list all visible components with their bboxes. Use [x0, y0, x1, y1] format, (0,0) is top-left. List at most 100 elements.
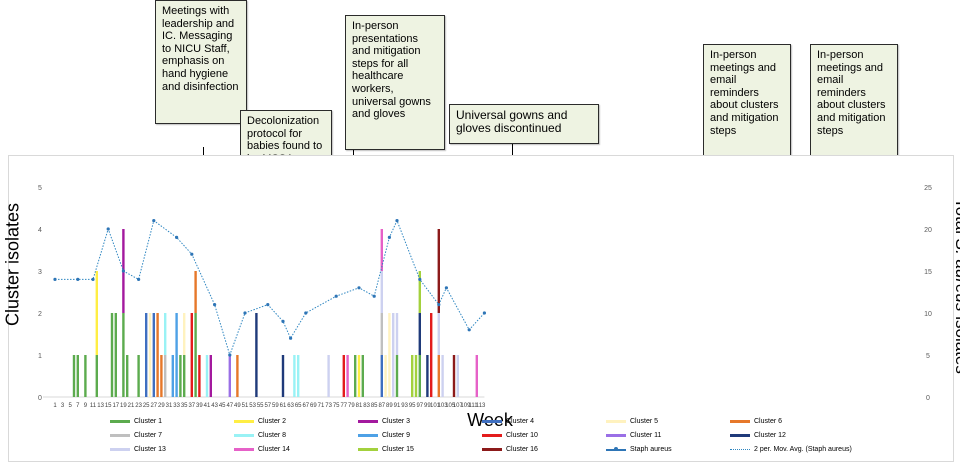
- cluster-bar: [95, 355, 98, 397]
- x-tick-label: 83: [363, 403, 370, 409]
- legend-swatch: [110, 420, 130, 423]
- x-tick-label: 99: [424, 403, 431, 409]
- y-left-tick-label: 3: [38, 269, 42, 276]
- cluster-bar: [395, 313, 399, 355]
- x-tick-label: 39: [196, 403, 203, 409]
- legend-item: Cluster 5: [606, 418, 658, 425]
- x-tick-label: 51: [242, 403, 249, 409]
- cluster-bar: [437, 355, 440, 397]
- legend-label: Cluster 3: [382, 418, 411, 425]
- y-left-tick-label: 1: [38, 353, 42, 360]
- legend-label: Cluster 16: [506, 446, 538, 453]
- cluster-bar: [209, 355, 212, 397]
- legend-swatch: [730, 420, 750, 423]
- y-axis-right-label: Total S. aureus isolates: [951, 191, 960, 381]
- x-tick-label: 31: [166, 403, 173, 409]
- cluster-bar: [194, 271, 197, 313]
- legend-item: Cluster 9: [358, 432, 410, 439]
- x-tick-label: 93: [401, 403, 408, 409]
- chart-frame: [8, 155, 954, 462]
- cluster-bar: [380, 313, 383, 355]
- cluster-bar: [452, 355, 456, 397]
- cluster-bar: [297, 355, 300, 397]
- cluster-bar: [255, 313, 258, 397]
- y-right-tick-label: 5: [926, 353, 930, 360]
- cluster-bar: [148, 355, 152, 397]
- x-tick-label: 67: [302, 403, 309, 409]
- y-right-tick-label: 25: [924, 185, 932, 192]
- staph-aureus-point: [387, 235, 391, 239]
- cluster-bar: [145, 313, 148, 397]
- y-right-tick-label: 15: [924, 269, 932, 276]
- cluster-bar: [380, 271, 383, 313]
- x-tick-label: 107: [453, 403, 464, 409]
- annotation-box-5: In-person meetings and email reminders a…: [703, 44, 791, 170]
- x-tick-label: 71: [318, 403, 325, 409]
- legend-swatch: [606, 434, 626, 437]
- x-tick-label: 33: [173, 403, 180, 409]
- legend-label: Cluster 4: [506, 418, 535, 425]
- annotation-box-3: In-person presentations and mitigation s…: [345, 15, 445, 150]
- cluster-bar: [156, 313, 159, 397]
- y-right-tick-label: 0: [926, 395, 930, 402]
- legend-item: Cluster 11: [606, 432, 661, 439]
- x-tick-label: 47: [226, 403, 233, 409]
- x-tick-label: 45: [219, 403, 226, 409]
- x-tick-label: 27: [150, 403, 157, 409]
- staph-aureus-point: [91, 277, 95, 281]
- legend-label: Cluster 7: [134, 432, 163, 439]
- x-tick-label: 69: [310, 403, 317, 409]
- y-left-tick-label: 0: [38, 395, 42, 402]
- x-tick-label: 59: [272, 403, 279, 409]
- staph-aureus-point: [53, 277, 57, 281]
- y-left-tick-label: 2: [38, 311, 42, 318]
- legend-swatch: [110, 448, 130, 451]
- legend-label: Cluster 11: [630, 432, 662, 439]
- cluster-bar: [190, 313, 193, 397]
- x-tick-label: 13: [97, 403, 104, 409]
- chart-legend: Cluster 1 Cluster 2 Cluster 3 Cluster 4 Clus…: [110, 418, 890, 460]
- cluster-bar: [76, 355, 79, 397]
- y-left-tick-label: 5: [38, 185, 42, 192]
- x-tick-label: 101: [430, 403, 441, 409]
- legend-swatch: [606, 447, 626, 451]
- staph-aureus-point: [482, 311, 486, 315]
- cluster-bar: [126, 355, 129, 397]
- x-tick-label: 3: [61, 403, 65, 409]
- x-tick-label: 5: [69, 403, 73, 409]
- x-tick-label: 105: [445, 403, 456, 409]
- staph-aureus-point: [357, 286, 361, 290]
- x-tick-label: 79: [348, 403, 355, 409]
- staph-aureus-point: [152, 219, 156, 223]
- legend-label: Staph aureus: [630, 446, 672, 453]
- x-tick-label: 85: [371, 403, 378, 409]
- legend-label: Cluster 15: [382, 446, 414, 453]
- cluster-bar: [456, 355, 459, 397]
- cluster-bar: [411, 355, 414, 397]
- staph-aureus-point: [418, 277, 422, 281]
- staph-aureus-point: [228, 353, 232, 357]
- x-tick-label: 17: [112, 403, 119, 409]
- x-tick-label: 41: [204, 403, 211, 409]
- x-tick-label: 57: [264, 403, 271, 409]
- staph-aureus-point: [76, 277, 80, 281]
- annotation-box-4: Universal gowns and gloves discontinued: [449, 104, 599, 144]
- legend-label: Cluster 1: [134, 418, 163, 425]
- cluster-bar: [171, 355, 174, 397]
- staph-aureus-point: [281, 319, 285, 323]
- staph-aureus-point: [467, 328, 471, 332]
- legend-label: Cluster 12: [754, 432, 786, 439]
- legend-label: Cluster 8: [258, 432, 287, 439]
- staph-aureus-point: [304, 311, 308, 315]
- cluster-bar: [414, 355, 418, 397]
- cluster-bar: [281, 355, 285, 397]
- x-tick-label: 91: [394, 403, 401, 409]
- legend-item: Cluster 3: [358, 418, 410, 425]
- x-tick-label: 37: [188, 403, 195, 409]
- staph-aureus-point: [334, 294, 338, 298]
- legend-swatch: [482, 420, 502, 423]
- cluster-bar: [205, 355, 209, 397]
- staph-aureus-point: [289, 336, 293, 340]
- legend-swatch: [358, 448, 378, 451]
- legend-item: Cluster 6: [730, 418, 782, 425]
